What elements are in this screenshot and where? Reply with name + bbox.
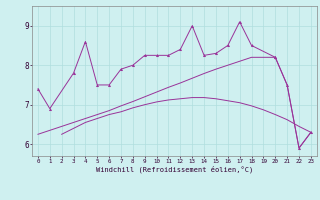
X-axis label: Windchill (Refroidissement éolien,°C): Windchill (Refroidissement éolien,°C) [96,165,253,173]
